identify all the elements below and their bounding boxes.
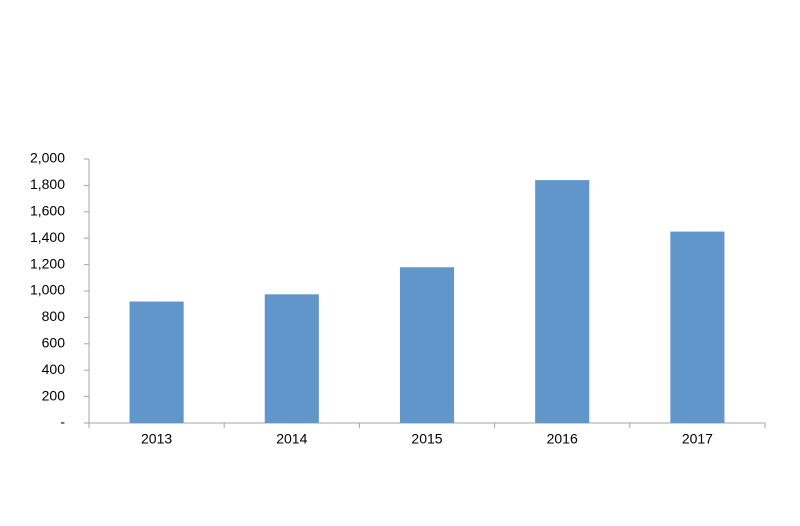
x-tick-label: 2013 xyxy=(141,431,172,447)
y-tick-label: 600 xyxy=(42,335,66,351)
x-tick-label: 2015 xyxy=(411,431,442,447)
bar xyxy=(399,267,455,423)
y-tick-label: - xyxy=(60,414,65,430)
y-tick-label: 1,000 xyxy=(30,282,65,298)
y-tick-label: 800 xyxy=(42,308,66,324)
bar xyxy=(535,180,590,423)
bar xyxy=(670,231,725,423)
x-tick-label: 2016 xyxy=(547,431,578,447)
bar xyxy=(264,294,319,423)
y-tick-label: 2,000 xyxy=(30,150,65,166)
y-tick-label: 200 xyxy=(42,387,66,403)
bar xyxy=(129,301,184,423)
y-tick-label: 400 xyxy=(42,361,66,377)
y-tick-label: 1,600 xyxy=(30,203,65,219)
x-tick-label: 2014 xyxy=(276,431,307,447)
y-tick-label: 1,800 xyxy=(30,176,65,192)
y-tick-label: 1,200 xyxy=(30,255,65,271)
x-tick-label: 2017 xyxy=(682,431,713,447)
y-tick-label: 1,400 xyxy=(30,229,65,245)
